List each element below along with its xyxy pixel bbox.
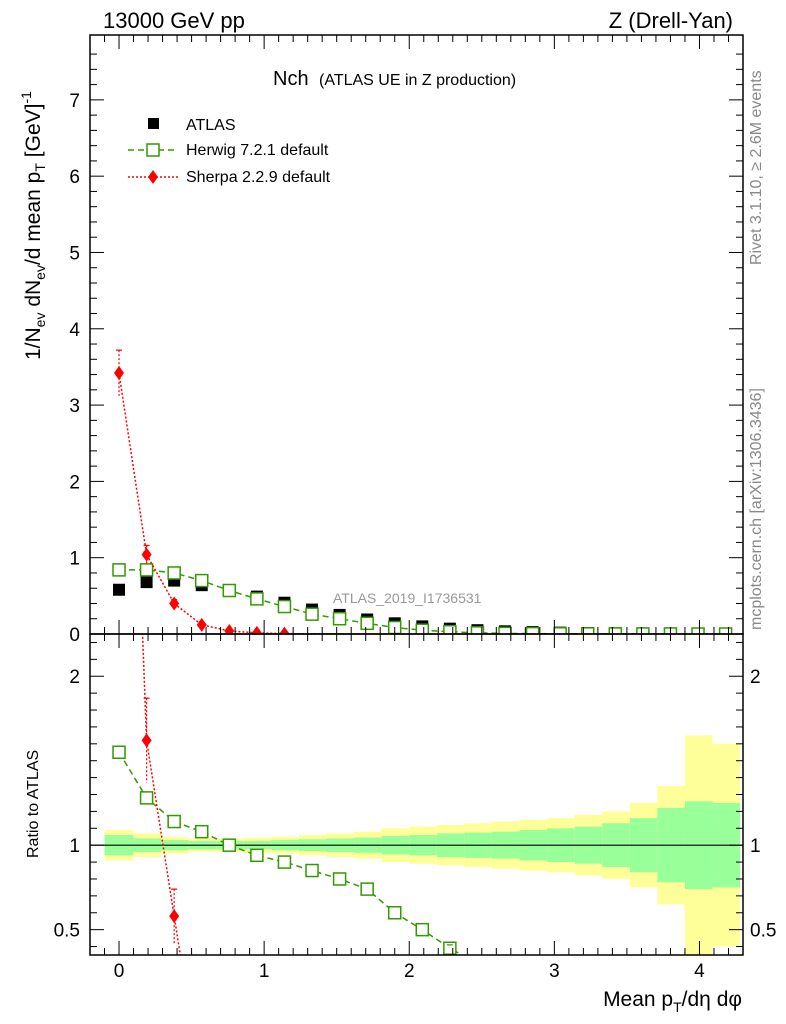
x-tick-label: 2 (404, 961, 415, 982)
herwig-point (250, 592, 264, 606)
legend-atlas-label: ATLAS (186, 117, 236, 134)
main-y-tick-label: 7 (69, 91, 80, 112)
main-y-tick-label: 5 (69, 243, 80, 264)
herwig-point (718, 627, 733, 634)
header-left-label: 13000 GeV pp (103, 8, 245, 33)
legend: ATLAS Herwig 7.2.1 default Sherpa 2.2.9 … (128, 117, 331, 186)
ratio-herwig-point (332, 872, 347, 886)
rivet-label: Rivet 3.1.10, ≥ 2.6M events (748, 70, 765, 265)
ratio-herwig-point (277, 855, 292, 869)
herwig-point (443, 624, 457, 634)
ratio-herwig-point (222, 838, 237, 852)
x-tick-label: 3 (549, 961, 560, 982)
x-tick-label: 1 (259, 961, 270, 982)
ratio-y-axis-title: Ratio to ATLAS (25, 750, 42, 858)
ratio-y-tick-label-right: 2 (750, 667, 761, 688)
ratio-sherpa-point (169, 909, 180, 924)
sherpa-point (279, 626, 290, 634)
herwig-point (194, 573, 209, 588)
ratio-y-tick-label: 2 (69, 667, 80, 688)
ratio-herwig-point (194, 824, 209, 839)
herwig-point (360, 616, 374, 631)
main-y-axis-title: 1/Nev dNev/d mean pT [GeV]-1 (18, 91, 48, 360)
legend-herwig-marker (146, 143, 160, 157)
ratio-herwig-point (250, 848, 264, 863)
legend-sherpa-label: Sherpa 2.2.9 default (186, 169, 331, 186)
main-y-tick-label: 6 (69, 167, 80, 188)
legend-atlas-marker (148, 118, 159, 129)
ratio-herwig-point (167, 814, 181, 829)
ratio-y-tick-label: 0.5 (54, 921, 80, 942)
chart-title: Nch (273, 68, 309, 90)
herwig-point (415, 623, 430, 634)
main-y-tick-label: 3 (69, 396, 80, 417)
watermark-label: ATLAS_2019_I1736531 (333, 590, 482, 606)
herwig-point (332, 611, 347, 626)
ratio-herwig-point (139, 791, 154, 805)
mcplots-label: mcplots.cern.ch [arXiv:1306.3436] (748, 388, 765, 630)
legend-herwig-label: Herwig 7.2.1 default (186, 142, 329, 159)
ratio-herwig-point (305, 863, 319, 878)
x-tick-label: 0 (114, 961, 125, 982)
ratio-herwig-point (387, 906, 402, 920)
ratio-axes: 0 1 2 3 4 0.5 0.5 1 1 2 2 (54, 634, 776, 982)
sherpa-point (251, 625, 262, 634)
main-y-tick-label: 0 (69, 625, 80, 646)
ratio-herwig-point (415, 922, 430, 937)
chart-subtitle: (ATLAS UE in Z production) (319, 72, 516, 89)
ratio-panel: 0 1 2 3 4 0.5 0.5 1 1 2 2 Ratio to ATLAS (25, 633, 776, 982)
ratio-y-tick-label-right: 0.5 (750, 921, 776, 942)
atlas-data-point (140, 576, 153, 589)
ratio-herwig-point (112, 745, 126, 760)
main-y-tick-label: 4 (69, 320, 80, 341)
herwig-point (112, 563, 126, 577)
main-axes: 0 1 2 3 4 5 6 7 (69, 35, 744, 646)
ratio-herwig-point (443, 941, 457, 955)
ratio-sherpa-line (141, 634, 182, 955)
ratio-herwig-point (360, 882, 374, 896)
herwig-point (139, 563, 154, 577)
main-y-tick-label: 2 (69, 472, 80, 493)
sherpa-point (169, 596, 180, 611)
herwig-point (691, 627, 705, 634)
atlas-data-point (113, 583, 126, 596)
sherpa-point (141, 547, 152, 562)
ratio-sherpa-point (141, 733, 152, 748)
x-axis-title: Mean pT/dη dφ (603, 988, 742, 1015)
herwig-point (167, 566, 181, 580)
sherpa-line (118, 372, 368, 634)
ratio-y-tick-label: 1 (69, 836, 80, 857)
ratio-frame (89, 633, 744, 956)
herwig-point (277, 599, 292, 614)
sherpa-point (114, 366, 125, 381)
ratio-plot-area (90, 634, 743, 955)
ratio-y-tick-label-right: 1 (750, 836, 761, 857)
herwig-point (470, 626, 485, 634)
x-tick-label: 4 (694, 961, 705, 982)
herwig-point (222, 583, 237, 598)
main-y-tick-label: 1 (69, 549, 80, 570)
header-right-label: Z (Drell-Yan) (609, 8, 733, 33)
herwig-point (305, 607, 319, 621)
sherpa-point (224, 623, 235, 634)
legend-sherpa-marker (148, 170, 158, 184)
sherpa-point (196, 617, 207, 632)
